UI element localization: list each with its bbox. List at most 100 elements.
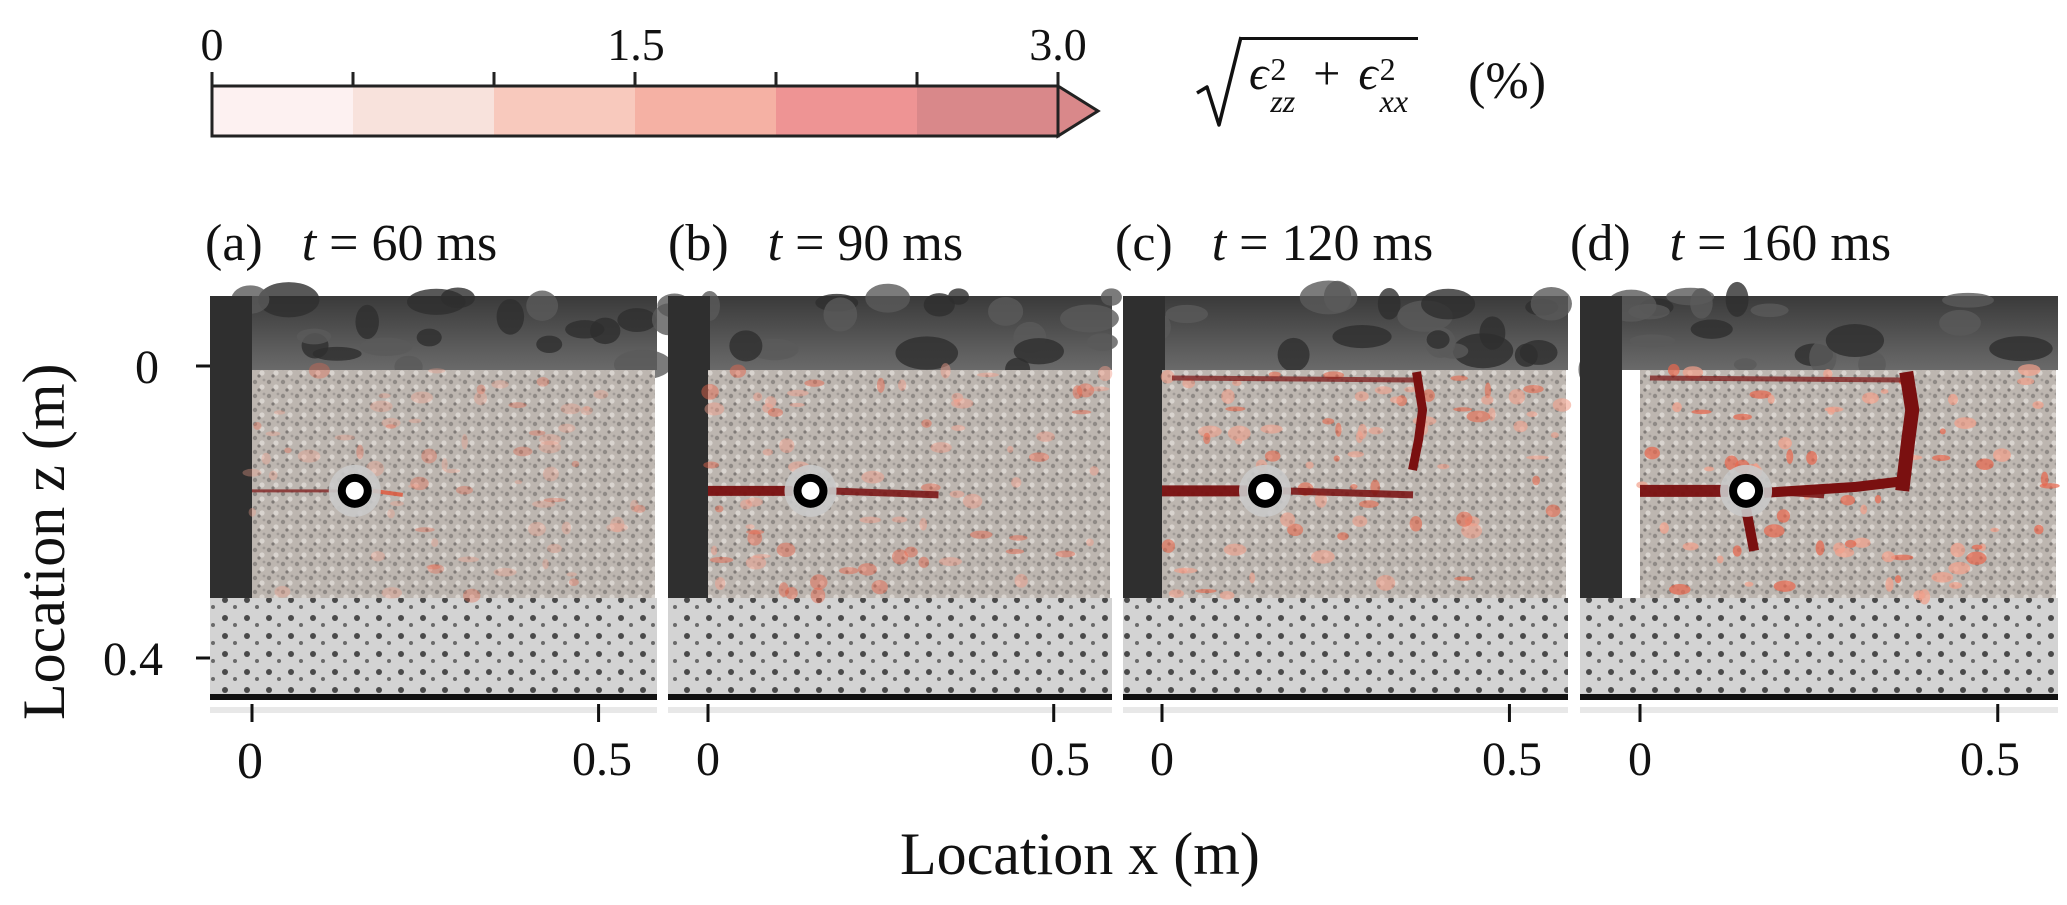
panel-strain-blotch (962, 493, 983, 509)
panel-foliage-blob (1725, 281, 1749, 317)
panel-strain-blotch (785, 586, 798, 600)
panel-strain-blotch (532, 500, 556, 508)
panel-strain-blotch (1773, 580, 1796, 592)
panel-strain-blotch (1682, 366, 1704, 379)
panel-strain-blotch (767, 407, 784, 417)
panel-foliage-blob (895, 336, 959, 370)
panel-strain-blotch (1011, 477, 1022, 488)
panel-strain-blotch (1532, 475, 1541, 486)
panel-strain-blotch (838, 567, 859, 575)
panel-foliage-blob (536, 335, 563, 353)
x-tick-label-c-0.5: 0.5 (1482, 733, 1542, 786)
panel-strain-blotch (1350, 484, 1358, 490)
panel-strain-blotch (414, 527, 435, 533)
colorbar-ticks (210, 72, 1060, 86)
panel-foliage-blob (1530, 287, 1572, 321)
panel-strain-blotch (1437, 463, 1450, 470)
panel-strain-blotch (630, 499, 639, 512)
panel-strain-blotch (571, 460, 580, 468)
panel-specimen (252, 370, 655, 598)
panel-time-b: = 90 ms (795, 215, 964, 272)
panel-strain-blotch (2032, 401, 2044, 409)
panel-strain-blotch (261, 452, 271, 465)
panel-strain-blotch (542, 558, 549, 570)
panel-strain-blotch (381, 417, 401, 428)
panel-strain-blotch (714, 577, 726, 591)
panel-title-d: (d) t = 160 ms (1570, 218, 1891, 270)
panel-strain-blotch (1939, 428, 1946, 435)
panel-strain-blotch (804, 379, 825, 387)
panel-strain-blotch (714, 505, 724, 513)
panel-strain-blotch (1456, 511, 1473, 527)
panel-foliage-blob (416, 328, 442, 347)
panel-strain-blotch (474, 391, 488, 406)
panel-strain-blotch (1806, 450, 1818, 465)
panel-foliage-blob (496, 298, 525, 335)
panel-crack-top (1171, 375, 1417, 383)
panel-strain-blotch (1932, 454, 1951, 462)
panel-strain-blotch (538, 440, 562, 454)
panel-strain-blotch (1526, 455, 1549, 460)
panel-strain-blotch (740, 499, 753, 510)
panel-strain-blotch (951, 398, 974, 409)
panel-strain-blotch (709, 556, 734, 563)
panel-strain-blotch (1716, 555, 1724, 564)
panel-strain-blotch (390, 501, 404, 507)
panel-strain-blotch (1221, 389, 1235, 404)
panel-strain-blotch (1659, 522, 1670, 534)
panel-crack-vertical (1895, 370, 1920, 492)
colorbar-swatch-0 (212, 86, 353, 136)
panel-strain-blotch (1404, 386, 1417, 393)
panel-strain-blotch (528, 430, 546, 436)
panel-strain-blotch (421, 448, 437, 464)
panel-strain-blotch (2039, 483, 2060, 489)
panel-strain-blotch (810, 574, 828, 590)
panel-strain-blotch (508, 402, 527, 409)
panel-strain-blotch (1744, 581, 1754, 587)
panel-strain-blotch (1088, 386, 1110, 392)
panel-strain-blotch (426, 564, 441, 570)
panel-strain-blotch (753, 392, 763, 402)
panel-t-a: t (301, 215, 317, 272)
panel-foliage-blob (1377, 287, 1401, 320)
panel-strain-blotch (1704, 466, 1715, 472)
panel-foliage-blob (440, 287, 476, 309)
panel-strain-blotch (1368, 427, 1384, 435)
panel-strain-blotch (513, 446, 533, 457)
formula-epsilon-2: ϵ (1358, 46, 1378, 100)
panel-strain-blotch (274, 585, 291, 598)
panel-foliage-blob (865, 283, 911, 313)
panel-strain-blotch (1036, 431, 1055, 442)
colorbar-swatch-4 (776, 86, 917, 136)
panel-strain-blotch (441, 458, 448, 472)
panel-strain-blotch (1461, 523, 1483, 539)
panel-strain-blotch (308, 362, 330, 379)
panel-specimen (1162, 370, 1566, 598)
panel-strain-blotch (1947, 393, 1959, 406)
panel-strain-blotch (776, 542, 796, 558)
panel-foliage-blob (1323, 280, 1352, 313)
panel-strain-blotch (381, 587, 403, 599)
panel-strain-blotch (1767, 394, 1775, 404)
panel-bottom-edge (1123, 694, 1568, 700)
formula-sup-2: 2 (1379, 51, 1396, 88)
panel-strain-blotch (1481, 395, 1494, 405)
panel-strain-blotch (810, 587, 826, 604)
panel-strain-blotch (606, 523, 628, 533)
panel-foliage-blob (1060, 304, 1119, 333)
panel-foliage-blob (923, 293, 955, 317)
panel-strain-blotch (920, 483, 941, 492)
panel-strain-blotch (752, 554, 771, 559)
colorbar-swatch-5 (917, 86, 1058, 136)
panel-t-d: t (1669, 215, 1685, 272)
panel-foliage-blob (1277, 337, 1310, 372)
panel-strain-blotch (1454, 576, 1473, 581)
panel-foliage-blob (1942, 292, 1994, 308)
panel-strain-blotch (528, 521, 546, 537)
formula-sub-2: xx (1379, 83, 1409, 120)
panel-strain-blotch (1314, 491, 1327, 508)
panel-strain-blotch (1488, 407, 1496, 421)
colorbar-unit: (%) (1468, 52, 1547, 110)
panel-strain-blotch (431, 538, 439, 548)
panel-foliage-blob (729, 330, 763, 362)
